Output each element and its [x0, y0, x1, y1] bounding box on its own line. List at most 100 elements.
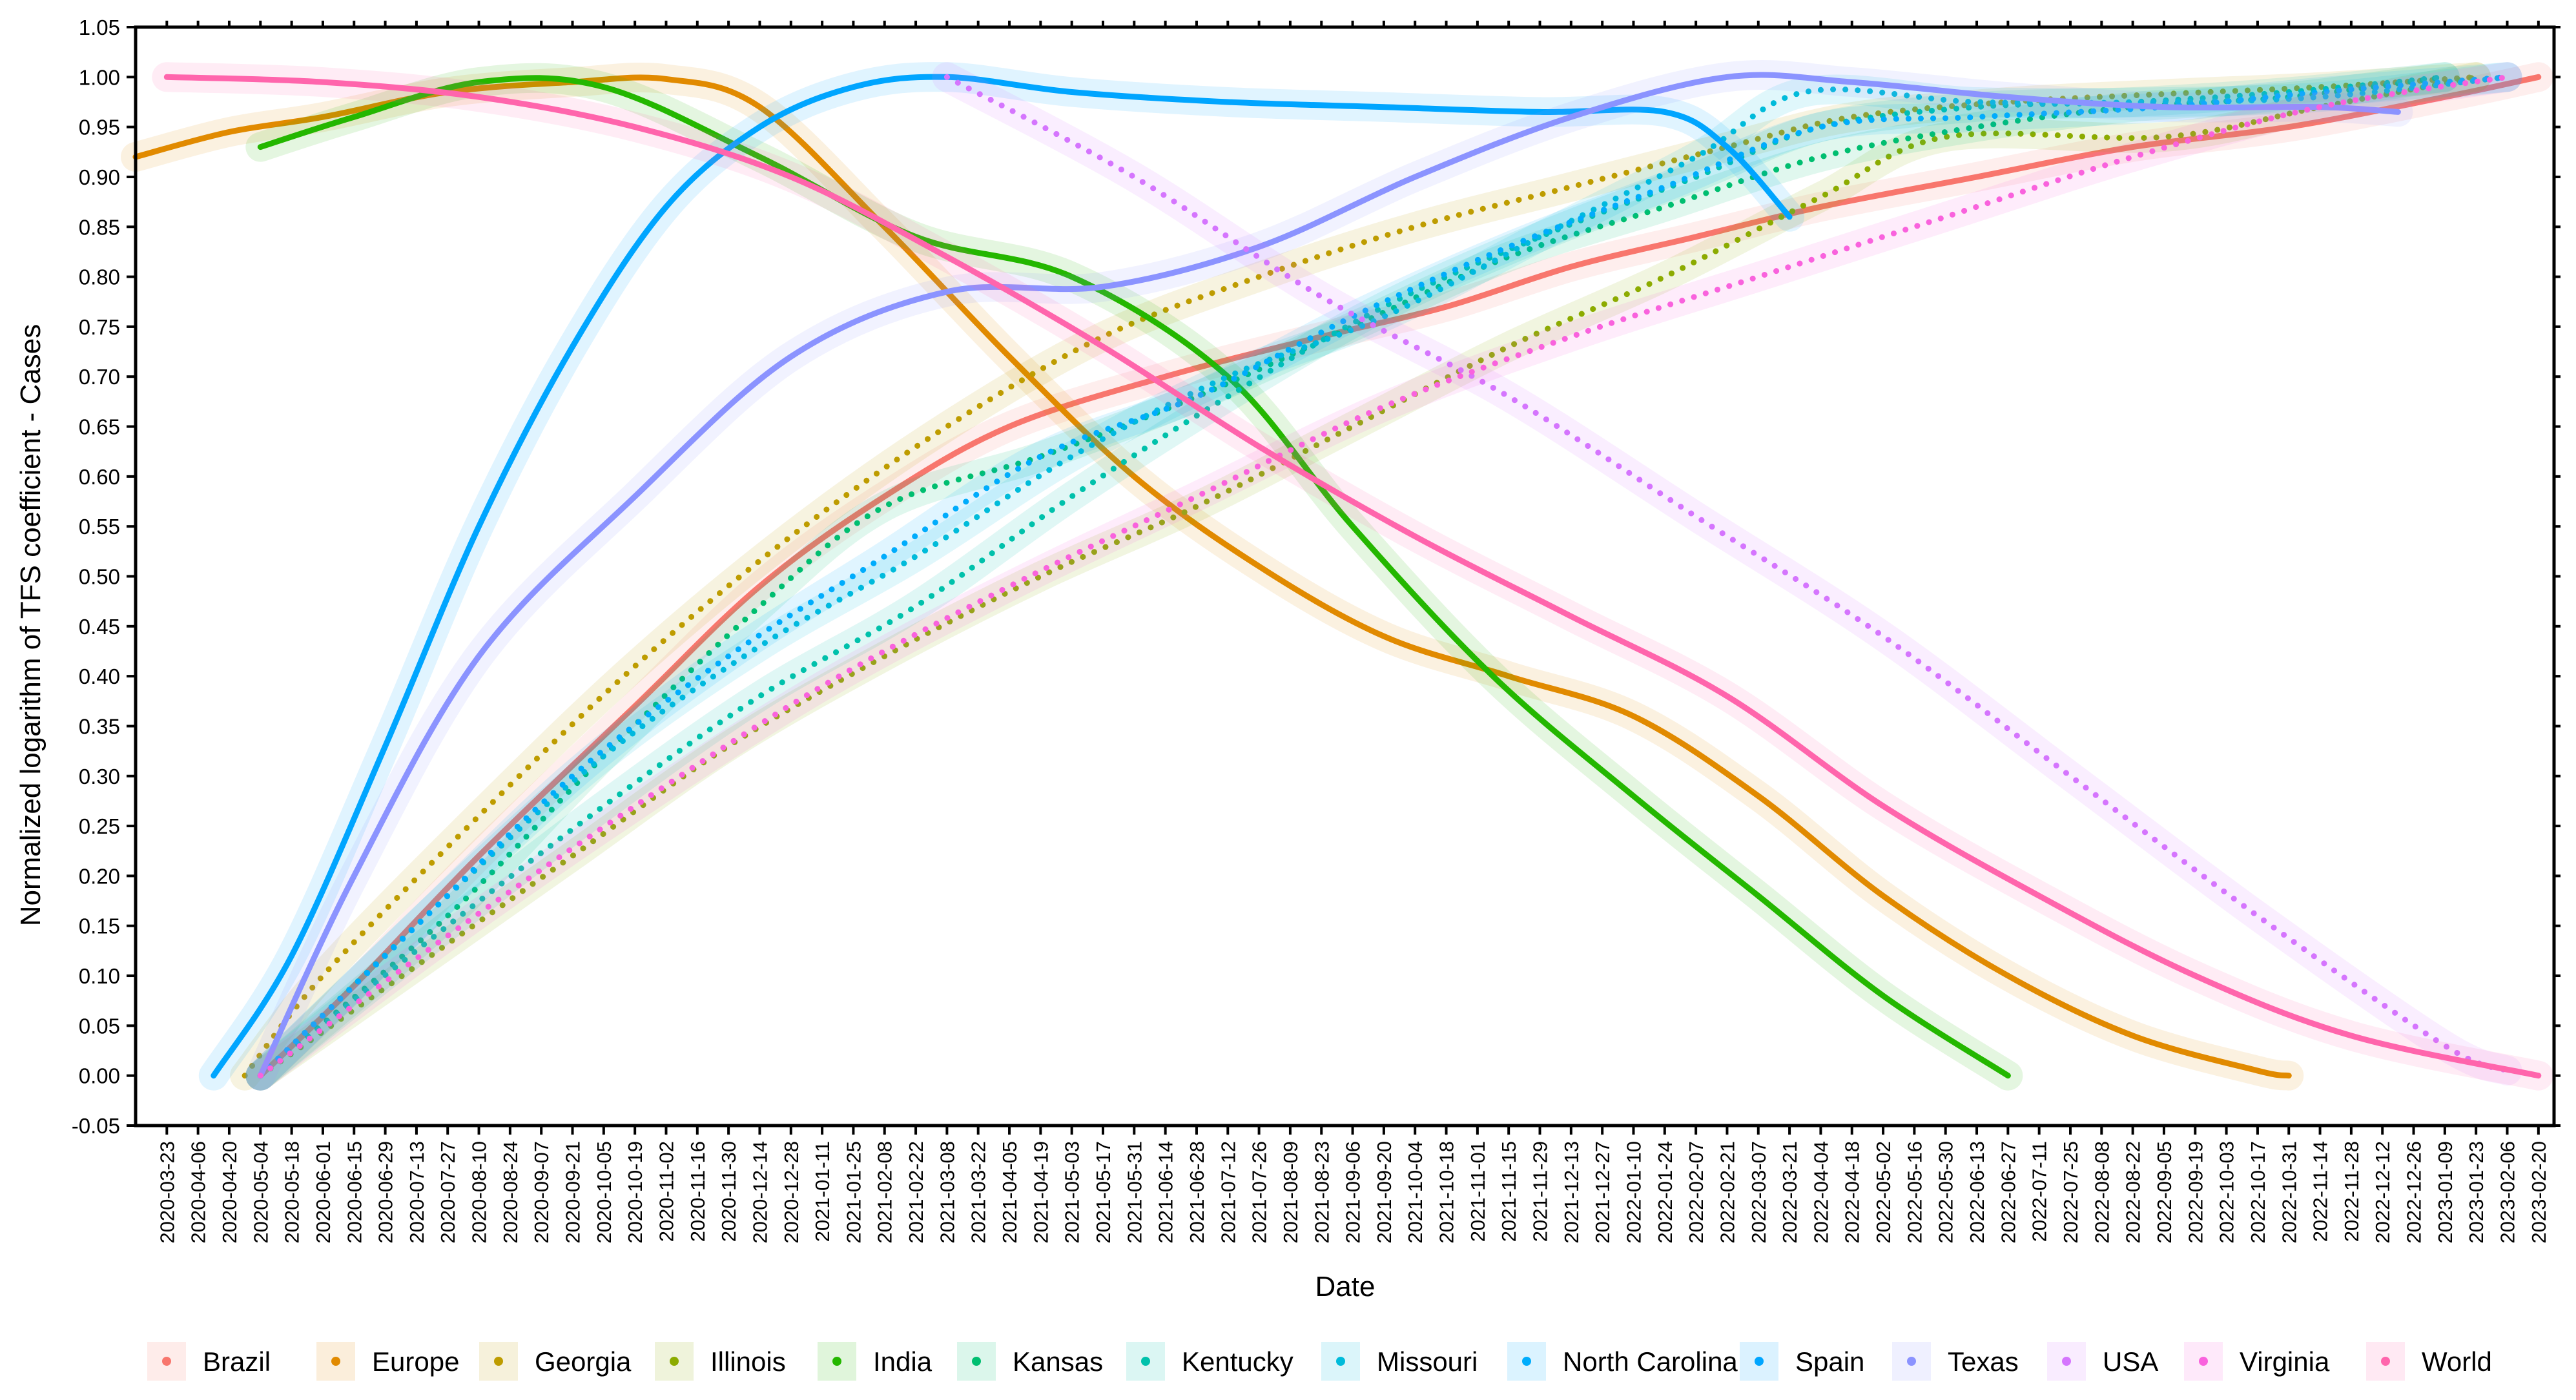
- x-tick-label: 2021-05-31: [1123, 1141, 1146, 1244]
- y-tick-label: 0.30: [79, 765, 120, 788]
- x-tick-label: 2022-12-26: [2403, 1141, 2426, 1244]
- x-tick-label: 2020-08-10: [468, 1141, 491, 1244]
- y-tick-label: 0.80: [79, 265, 120, 289]
- x-tick-label: 2021-09-20: [1373, 1141, 1396, 1244]
- x-tick-label: 2022-02-21: [1716, 1141, 1738, 1244]
- x-tick-label: 2020-05-18: [281, 1141, 304, 1244]
- x-tick-label: 2022-12-12: [2371, 1141, 2394, 1244]
- legend-dot-virginia: [2199, 1357, 2208, 1366]
- y-tick-label: 0.75: [79, 315, 120, 339]
- x-tick-label: 2021-05-17: [1092, 1141, 1115, 1244]
- series-line-georgia: [242, 74, 2479, 1079]
- x-tick-label: 2021-07-26: [1248, 1141, 1271, 1244]
- legend-item-spain: Spain: [1740, 1342, 1864, 1381]
- x-tick-label: 2020-12-14: [748, 1141, 771, 1244]
- legend-dot-georgia: [494, 1357, 503, 1366]
- legend-item-europe: Europe: [316, 1342, 459, 1381]
- x-tick-label: 2021-11-01: [1467, 1141, 1489, 1242]
- x-tick-label: 2021-06-14: [1155, 1141, 1177, 1244]
- legend-dot-world: [2381, 1357, 2390, 1366]
- x-tick-label: 2022-08-08: [2090, 1141, 2113, 1244]
- legend-item-usa: USA: [2047, 1342, 2158, 1381]
- x-tick-label: 2020-11-02: [655, 1141, 677, 1242]
- x-tick-label: 2023-02-06: [2497, 1141, 2519, 1244]
- x-tick-label: 2020-08-24: [499, 1141, 522, 1244]
- series-world: [152, 62, 2553, 1091]
- y-tick-label: 0.60: [79, 465, 120, 489]
- x-tick-label: 2022-08-22: [2122, 1141, 2145, 1244]
- legend-label-kansas: Kansas: [1013, 1346, 1103, 1377]
- series-line-world: [163, 74, 2542, 1079]
- series-layer: [121, 60, 2553, 1091]
- legend-label-usa: USA: [2103, 1346, 2158, 1377]
- x-tick-label: 2020-10-05: [593, 1141, 615, 1244]
- x-tick-label: 2022-04-04: [1809, 1141, 1832, 1244]
- x-tick-label: 2022-11-28: [2340, 1141, 2363, 1242]
- legend-label-spain: Spain: [1795, 1346, 1864, 1377]
- x-tick-label: 2020-06-01: [312, 1141, 335, 1244]
- y-tick-label: 0.65: [79, 415, 120, 439]
- series-europe: [121, 62, 2304, 1091]
- x-tick-label: 2022-03-07: [1747, 1141, 1770, 1244]
- x-tick-label: 2020-12-28: [780, 1141, 803, 1244]
- x-tick-label: 2020-04-20: [218, 1141, 241, 1244]
- x-tick-label: 2023-01-23: [2465, 1141, 2488, 1244]
- legend-label-north-carolina: North Carolina: [1563, 1346, 1738, 1377]
- y-axis-title: Normalized logarithm of TFS coefficient …: [15, 324, 46, 927]
- legend-item-world: World: [2366, 1342, 2492, 1381]
- legend-item-north-carolina: North Carolina: [1507, 1342, 1738, 1381]
- x-tick-label: 2022-10-31: [2278, 1141, 2300, 1244]
- x-tick-label: 2022-05-02: [1872, 1141, 1895, 1244]
- x-tick-label: 2020-07-13: [406, 1141, 428, 1244]
- x-tick-label: 2020-05-04: [249, 1141, 272, 1244]
- x-tick-label: 2021-09-06: [1342, 1141, 1365, 1244]
- legend-dot-brazil: [162, 1357, 171, 1366]
- x-tick-label: 2020-06-15: [343, 1141, 366, 1244]
- legend-item-kansas: Kansas: [957, 1342, 1103, 1381]
- series-line-illinois: [257, 74, 2479, 1079]
- legend-item-brazil: Brazil: [147, 1342, 271, 1381]
- legend: Brazil Europe Georgia Illinois India Kansas Ke…: [147, 1342, 2492, 1381]
- legend-item-missouri: Missouri: [1321, 1342, 1478, 1381]
- legend-dot-kansas: [972, 1357, 981, 1366]
- legend-dot-india: [832, 1357, 841, 1366]
- x-tick-label: 2021-08-23: [1310, 1141, 1333, 1244]
- series-spain: [198, 62, 1805, 1091]
- x-tick-label: 2022-10-03: [2216, 1141, 2238, 1244]
- x-tick-label: 2022-11-14: [2309, 1141, 2332, 1242]
- legend-dot-illinois: [670, 1357, 679, 1366]
- series-line-virginia: [257, 74, 2510, 1079]
- x-tick-label: 2021-07-12: [1217, 1141, 1239, 1244]
- legend-item-india: India: [818, 1342, 933, 1381]
- x-tick-label: 2021-11-15: [1498, 1141, 1520, 1242]
- x-tick-label: 2023-02-20: [2528, 1141, 2550, 1244]
- legend-dot-europe: [331, 1357, 340, 1366]
- y-tick-label: 0.90: [79, 165, 120, 189]
- x-tick-label: 2020-07-27: [437, 1141, 459, 1244]
- x-tick-label: 2021-05-03: [1061, 1141, 1084, 1244]
- legend-label-texas: Texas: [1948, 1346, 2019, 1377]
- series-line-texas: [257, 72, 2401, 1079]
- x-tick-label: 2021-12-13: [1560, 1141, 1583, 1244]
- series-virginia: [245, 62, 2522, 1091]
- x-tick-label: 2022-03-21: [1778, 1141, 1801, 1244]
- y-tick-label: 0.15: [79, 914, 120, 938]
- series-line-spain: [211, 74, 1793, 1079]
- legend-label-india: India: [873, 1346, 933, 1377]
- legend-item-texas: Texas: [1892, 1342, 2019, 1381]
- x-tick-label: 2020-06-29: [375, 1141, 397, 1244]
- x-tick-label: 2022-01-10: [1622, 1141, 1645, 1244]
- x-tick-label: 2021-03-22: [967, 1141, 990, 1244]
- legend-item-illinois: Illinois: [655, 1342, 786, 1381]
- y-tick-label: 1.00: [79, 65, 120, 89]
- x-tick-label: 2022-06-13: [1966, 1141, 1988, 1244]
- series-north-carolina: [245, 62, 2522, 1091]
- legend-label-brazil: Brazil: [203, 1346, 271, 1377]
- series-india: [245, 63, 2023, 1091]
- x-tick-label: 2022-05-30: [1935, 1141, 1957, 1244]
- y-tick-label: 0.25: [79, 814, 120, 838]
- y-tick-label: 0.70: [79, 365, 120, 389]
- legend-dot-missouri: [1336, 1357, 1345, 1366]
